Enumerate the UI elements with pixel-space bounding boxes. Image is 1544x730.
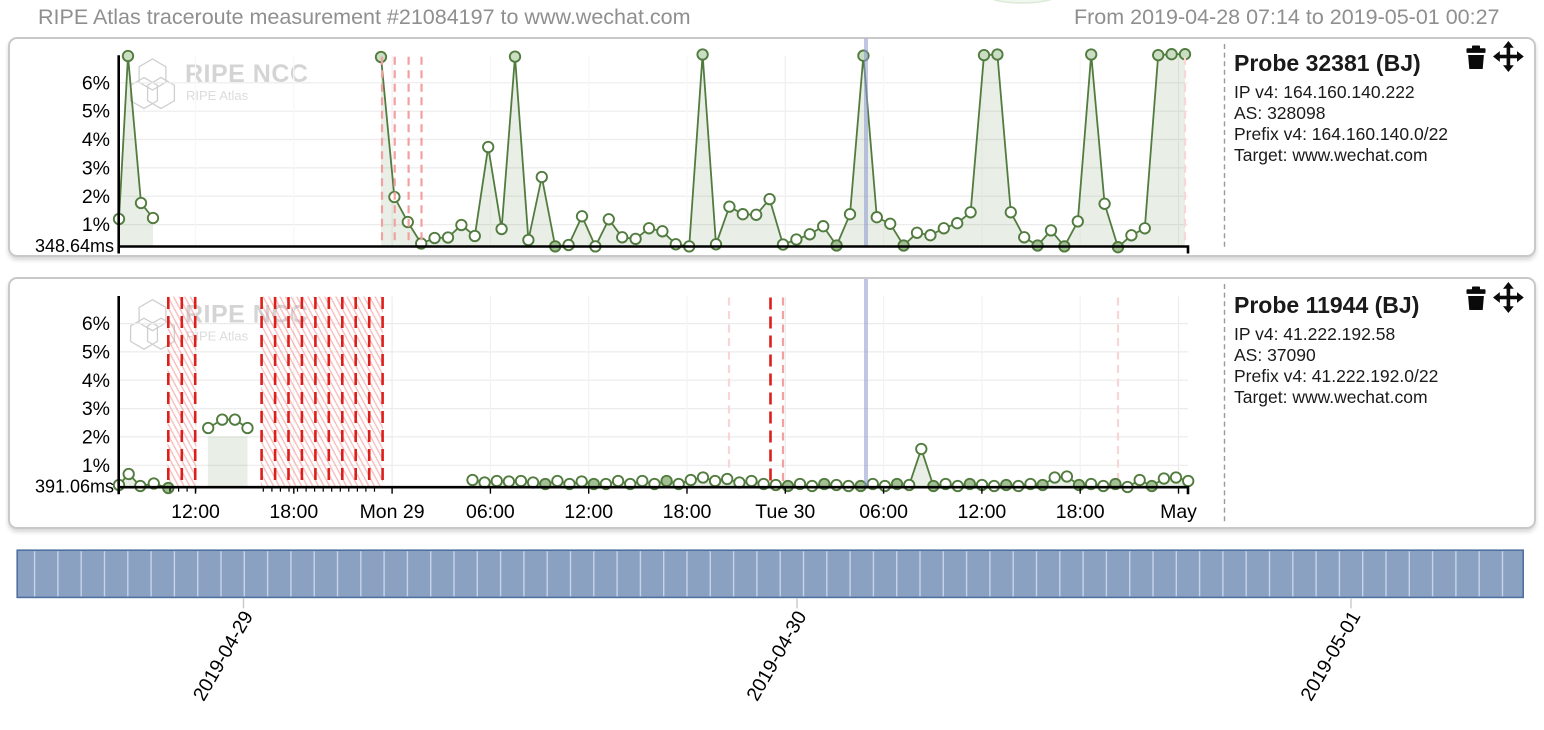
svg-text:RIPE NCC: RIPE NCC	[185, 60, 308, 88]
svg-text:RIPE Atlas: RIPE Atlas	[186, 88, 249, 103]
svg-text:2%: 2%	[82, 186, 110, 208]
svg-text:3%: 3%	[82, 157, 110, 179]
svg-text:6%: 6%	[82, 72, 110, 94]
svg-text:391.06ms: 391.06ms	[35, 477, 114, 497]
svg-text:06:00: 06:00	[859, 501, 908, 523]
svg-text:06:00: 06:00	[466, 501, 515, 523]
svg-text:Mon 29: Mon 29	[360, 501, 425, 523]
svg-text:2%: 2%	[82, 426, 110, 448]
svg-text:5%: 5%	[82, 341, 110, 363]
svg-text:12:00: 12:00	[957, 501, 1006, 523]
svg-text:18:00: 18:00	[663, 501, 712, 523]
svg-text:2019-04-30: 2019-04-30	[742, 607, 811, 705]
svg-text:12:00: 12:00	[171, 501, 220, 523]
svg-text:2019-04-29: 2019-04-29	[189, 607, 258, 704]
svg-text:6%: 6%	[82, 313, 110, 335]
svg-text:Tue 30: Tue 30	[755, 501, 815, 523]
svg-text:5%: 5%	[82, 101, 110, 123]
svg-text:18:00: 18:00	[269, 501, 318, 523]
svg-text:4%: 4%	[82, 129, 110, 151]
svg-text:2019-05-01: 2019-05-01	[1296, 607, 1365, 704]
svg-text:RIPE Atlas: RIPE Atlas	[186, 329, 249, 344]
svg-text:4%: 4%	[82, 370, 110, 392]
svg-text:3%: 3%	[82, 398, 110, 420]
svg-text:1%: 1%	[82, 455, 110, 477]
svg-text:May: May	[1160, 501, 1197, 523]
svg-text:18:00: 18:00	[1056, 501, 1105, 523]
svg-text:12:00: 12:00	[564, 501, 613, 523]
svg-text:348.64ms: 348.64ms	[35, 236, 114, 256]
svg-text:1%: 1%	[82, 214, 110, 236]
